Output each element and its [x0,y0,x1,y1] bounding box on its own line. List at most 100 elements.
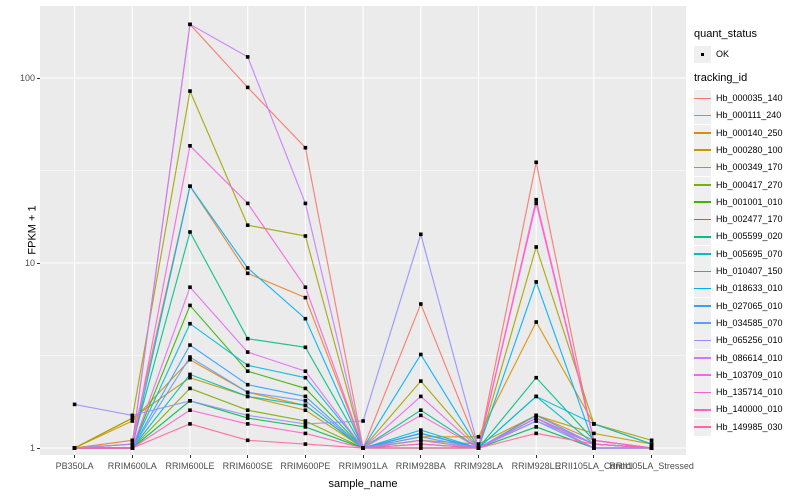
legend-entry: Hb_002477_170 [694,211,800,229]
legend-key-line-icon [694,132,711,134]
x-tick-label: RRIM928LA [453,461,504,471]
legend-key-box [694,297,711,315]
legend-key-box [694,366,711,384]
data-point [534,201,538,206]
data-point [419,413,423,418]
x-tick-mark [651,455,653,458]
data-point [245,408,250,412]
legend-entry: Hb_000140_250 [694,124,800,142]
x-tick-label: RRII105LA_Stressed [609,461,694,471]
legend-quant-status-title: quant_status [694,28,757,40]
data-point [245,416,250,420]
x-tick-mark [131,455,133,458]
data-point [592,442,596,446]
data-point [303,295,308,300]
data-point [534,375,538,380]
data-point [303,403,308,408]
data-point [245,266,250,270]
data-point [245,336,250,341]
data-point [188,375,192,380]
legend-key-line-icon [694,166,711,169]
legend-key-line-icon [694,287,711,290]
legend-entry: Hb_140000_010 [694,401,800,419]
legend-key-box [694,141,711,159]
data-point [592,446,596,450]
data-point [188,357,192,362]
legend-key-line-icon [694,201,711,203]
data-point [419,379,423,383]
legend-key-line-icon [694,97,711,100]
legend-key-box [694,90,711,107]
data-point [188,422,192,426]
legend-entry: Hb_149985_030 [694,418,800,436]
data-point [188,303,192,308]
x-tick-mark [362,455,364,458]
data-point [419,442,423,446]
x-tick-mark [304,455,306,458]
data-point [245,201,250,206]
data-point [245,390,250,395]
x-tick-label: RRIM600PE [280,461,331,471]
legend-entry: Hb_000035_140 [694,90,800,107]
legend-key-line-icon [694,253,711,255]
data-point [303,316,308,321]
data-point [419,352,423,357]
legend-entry-label: Hb_065256_010 [716,335,783,346]
legend-key-box [694,384,711,402]
data-point [303,201,308,206]
x-tick-mark [535,455,537,458]
data-point [534,197,538,202]
data-point [419,408,423,412]
legend-key-line-icon [694,184,711,186]
legend-entry-label: Hb_010407_150 [716,266,783,276]
legend-quant-status-label: OK [716,49,730,59]
data-point [245,394,250,399]
legend-entry: Hb_010407_150 [694,263,800,280]
data-point [303,408,308,412]
x-tick-mark [247,455,249,458]
x-tick-label: RRIM600LA [107,461,157,471]
legend-key-box [694,211,711,229]
legend-key-line-icon [694,149,711,152]
data-point [188,321,192,326]
data-point [130,413,135,418]
data-point [303,419,308,423]
data-point [188,144,192,148]
legend-key-box [694,263,711,280]
data-point [534,320,538,324]
data-point [245,382,250,387]
data-point [303,399,308,403]
legend-entry-label: Hb_000349_170 [716,162,783,173]
data-point [361,446,365,450]
data-point [419,394,423,399]
x-axis-title: sample_name [328,478,398,490]
legend-key-line-icon [694,270,711,273]
legend-entry-label: Hb_149985_030 [716,421,783,432]
legend-key-line-icon [694,114,711,117]
data-point [130,446,135,450]
legend: quant_status OK tracking_id Hb_000035_14… [692,0,800,500]
data-point [303,386,308,391]
y-tick-label: 1 [29,443,35,453]
data-point [303,422,308,426]
legend-key-box [694,332,711,350]
data-point [476,435,481,439]
data-point [534,245,538,249]
data-point [188,285,192,289]
data-point [188,343,192,347]
data-point [245,223,250,227]
legend-key-box [694,228,711,246]
legend-entry: Hb_005695_070 [694,245,800,263]
legend-key-box [694,401,711,419]
x-tick-label: RRIM600LE [165,461,215,471]
legend-entry-label: Hb_140000_010 [716,404,783,415]
legend-entry-label: Hb_135714_010 [716,387,783,398]
data-point [534,431,538,436]
data-point [419,302,423,306]
data-point [303,145,308,150]
data-point [534,160,538,165]
data-point [592,438,596,443]
legend-entry-label: Hb_086614_010 [716,352,783,363]
data-point [534,425,538,429]
